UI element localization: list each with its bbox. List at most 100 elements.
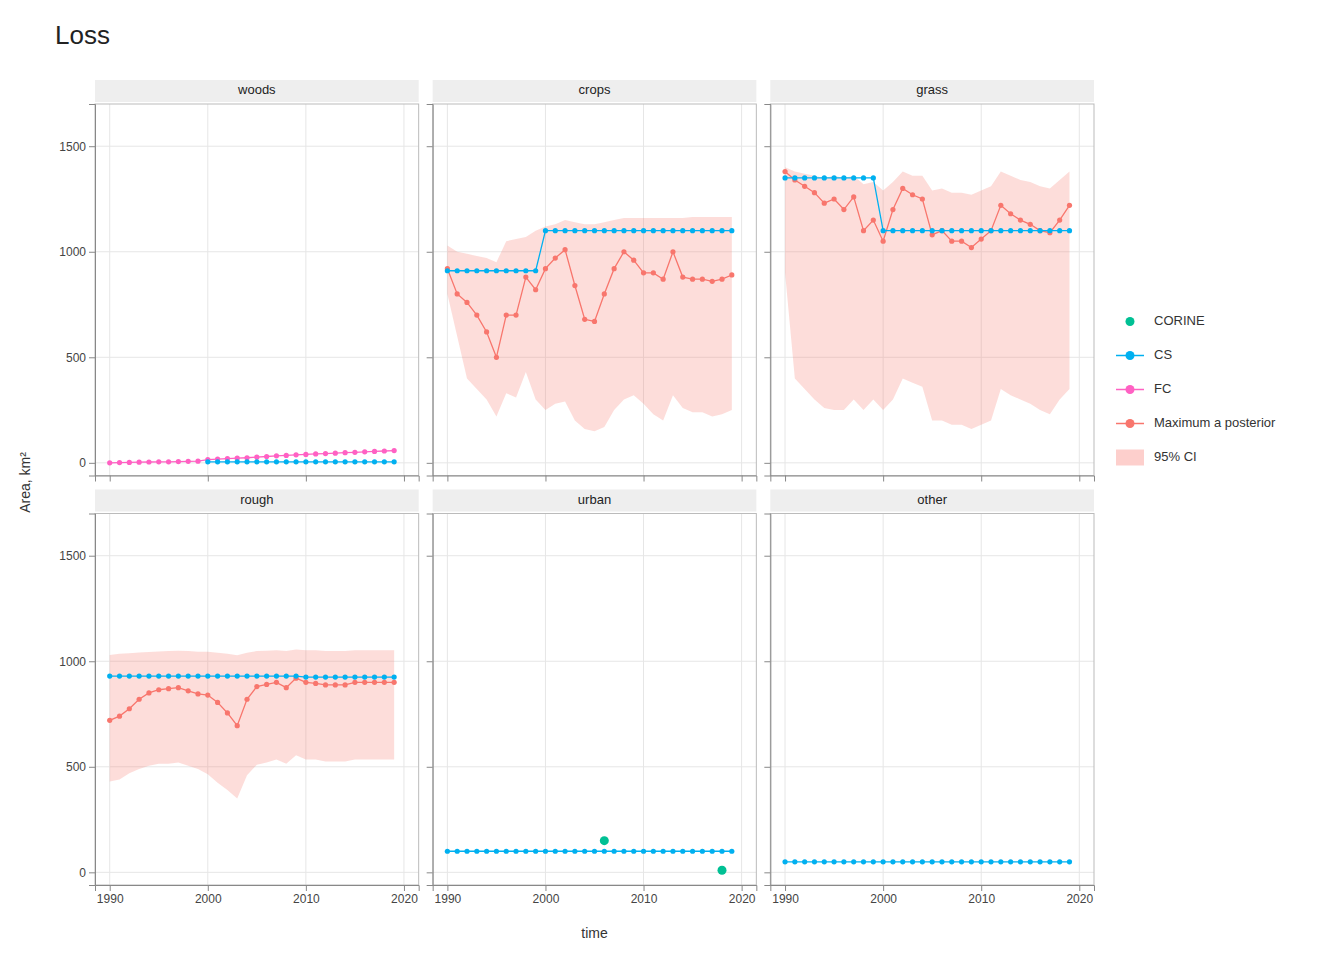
tick-mark xyxy=(427,556,433,557)
grid-line xyxy=(95,251,419,252)
data-point xyxy=(959,228,964,233)
data-point xyxy=(284,453,289,458)
data-point xyxy=(988,228,993,233)
legend-label: CORINE xyxy=(1154,313,1205,328)
data-point xyxy=(979,228,984,233)
data-point xyxy=(176,673,181,678)
data-point xyxy=(1067,228,1072,233)
data-point xyxy=(871,175,876,180)
plot-frame xyxy=(770,514,1094,886)
tick-mark xyxy=(545,476,546,482)
data-point xyxy=(215,459,220,464)
data-point xyxy=(445,268,450,273)
data-point xyxy=(719,228,724,233)
chart: woods050010001500cropsgrassrough05001000… xyxy=(0,0,1344,960)
data-point xyxy=(841,207,846,212)
grid-line xyxy=(403,514,404,886)
axis-line xyxy=(433,476,757,482)
data-point xyxy=(792,859,797,864)
tick-label: 1500 xyxy=(59,140,86,154)
data-point xyxy=(792,175,797,180)
y-axis xyxy=(427,514,434,886)
ci-band xyxy=(447,217,731,431)
legend-swatch xyxy=(1126,351,1135,360)
data-point xyxy=(474,849,479,854)
data-point xyxy=(523,274,528,279)
data-point xyxy=(186,459,191,464)
tick-label: 1000 xyxy=(59,655,86,669)
tick: 1990 xyxy=(97,885,124,906)
data-point xyxy=(284,673,289,678)
legend-swatch xyxy=(1126,419,1135,428)
tick-mark xyxy=(427,252,433,253)
data-point xyxy=(323,674,328,679)
tick-mark xyxy=(883,885,884,891)
data-point xyxy=(553,255,558,260)
data-point xyxy=(612,266,617,271)
data-point xyxy=(910,859,915,864)
data-point xyxy=(572,283,577,288)
data-point xyxy=(562,247,567,252)
data-point xyxy=(484,268,489,273)
data-point xyxy=(969,228,974,233)
data-point xyxy=(881,859,886,864)
tick-mark xyxy=(742,885,743,891)
tick: 1990 xyxy=(435,885,462,906)
data-point xyxy=(910,228,915,233)
tick xyxy=(981,476,982,482)
tick xyxy=(427,767,433,768)
data-point xyxy=(1037,228,1042,233)
data-point xyxy=(274,680,279,685)
data-point xyxy=(464,300,469,305)
grid xyxy=(770,104,1094,476)
legend-item: CS xyxy=(1116,347,1172,362)
axis-line xyxy=(89,514,96,886)
data-point xyxy=(553,228,558,233)
panel-title: woods xyxy=(237,82,276,97)
legend-label: 95% CI xyxy=(1154,449,1197,464)
data-point xyxy=(562,849,567,854)
data-point xyxy=(582,228,587,233)
legend-item: Maximum a posterior xyxy=(1116,415,1276,430)
grid-line xyxy=(770,661,1094,662)
tick-label: 1990 xyxy=(435,892,462,906)
data-point xyxy=(372,449,377,454)
tick-mark xyxy=(785,476,786,482)
data-point xyxy=(513,268,518,273)
data-point xyxy=(362,680,367,685)
grid-line xyxy=(433,661,757,662)
tick: 1000 xyxy=(59,245,95,259)
grid-line xyxy=(95,872,419,873)
tick-mark xyxy=(764,556,770,557)
tick: 500 xyxy=(66,760,95,774)
data-point xyxy=(235,459,240,464)
data-point xyxy=(205,692,210,697)
data-point xyxy=(988,228,993,233)
grid-line xyxy=(95,555,419,556)
data-point xyxy=(651,270,656,275)
strip xyxy=(433,80,757,102)
grid-line xyxy=(109,104,110,476)
data-point xyxy=(146,690,151,695)
data-point xyxy=(382,680,387,685)
tick xyxy=(427,661,433,662)
grid-line xyxy=(785,104,786,476)
tick xyxy=(110,476,111,482)
data-point xyxy=(254,673,259,678)
ci-band xyxy=(110,649,394,798)
data-point xyxy=(333,459,338,464)
data-point xyxy=(533,268,538,273)
data-point xyxy=(264,454,269,459)
tick: 2020 xyxy=(391,885,418,906)
data-point xyxy=(612,849,617,854)
data-point xyxy=(1067,203,1072,208)
marks xyxy=(782,167,1072,429)
data-point xyxy=(572,849,577,854)
tick-mark xyxy=(306,885,307,891)
data-point xyxy=(392,680,397,685)
data-point xyxy=(494,849,499,854)
tick-mark xyxy=(427,463,433,464)
data-point xyxy=(343,674,348,679)
data-point xyxy=(939,228,944,233)
tick-mark xyxy=(89,463,95,464)
